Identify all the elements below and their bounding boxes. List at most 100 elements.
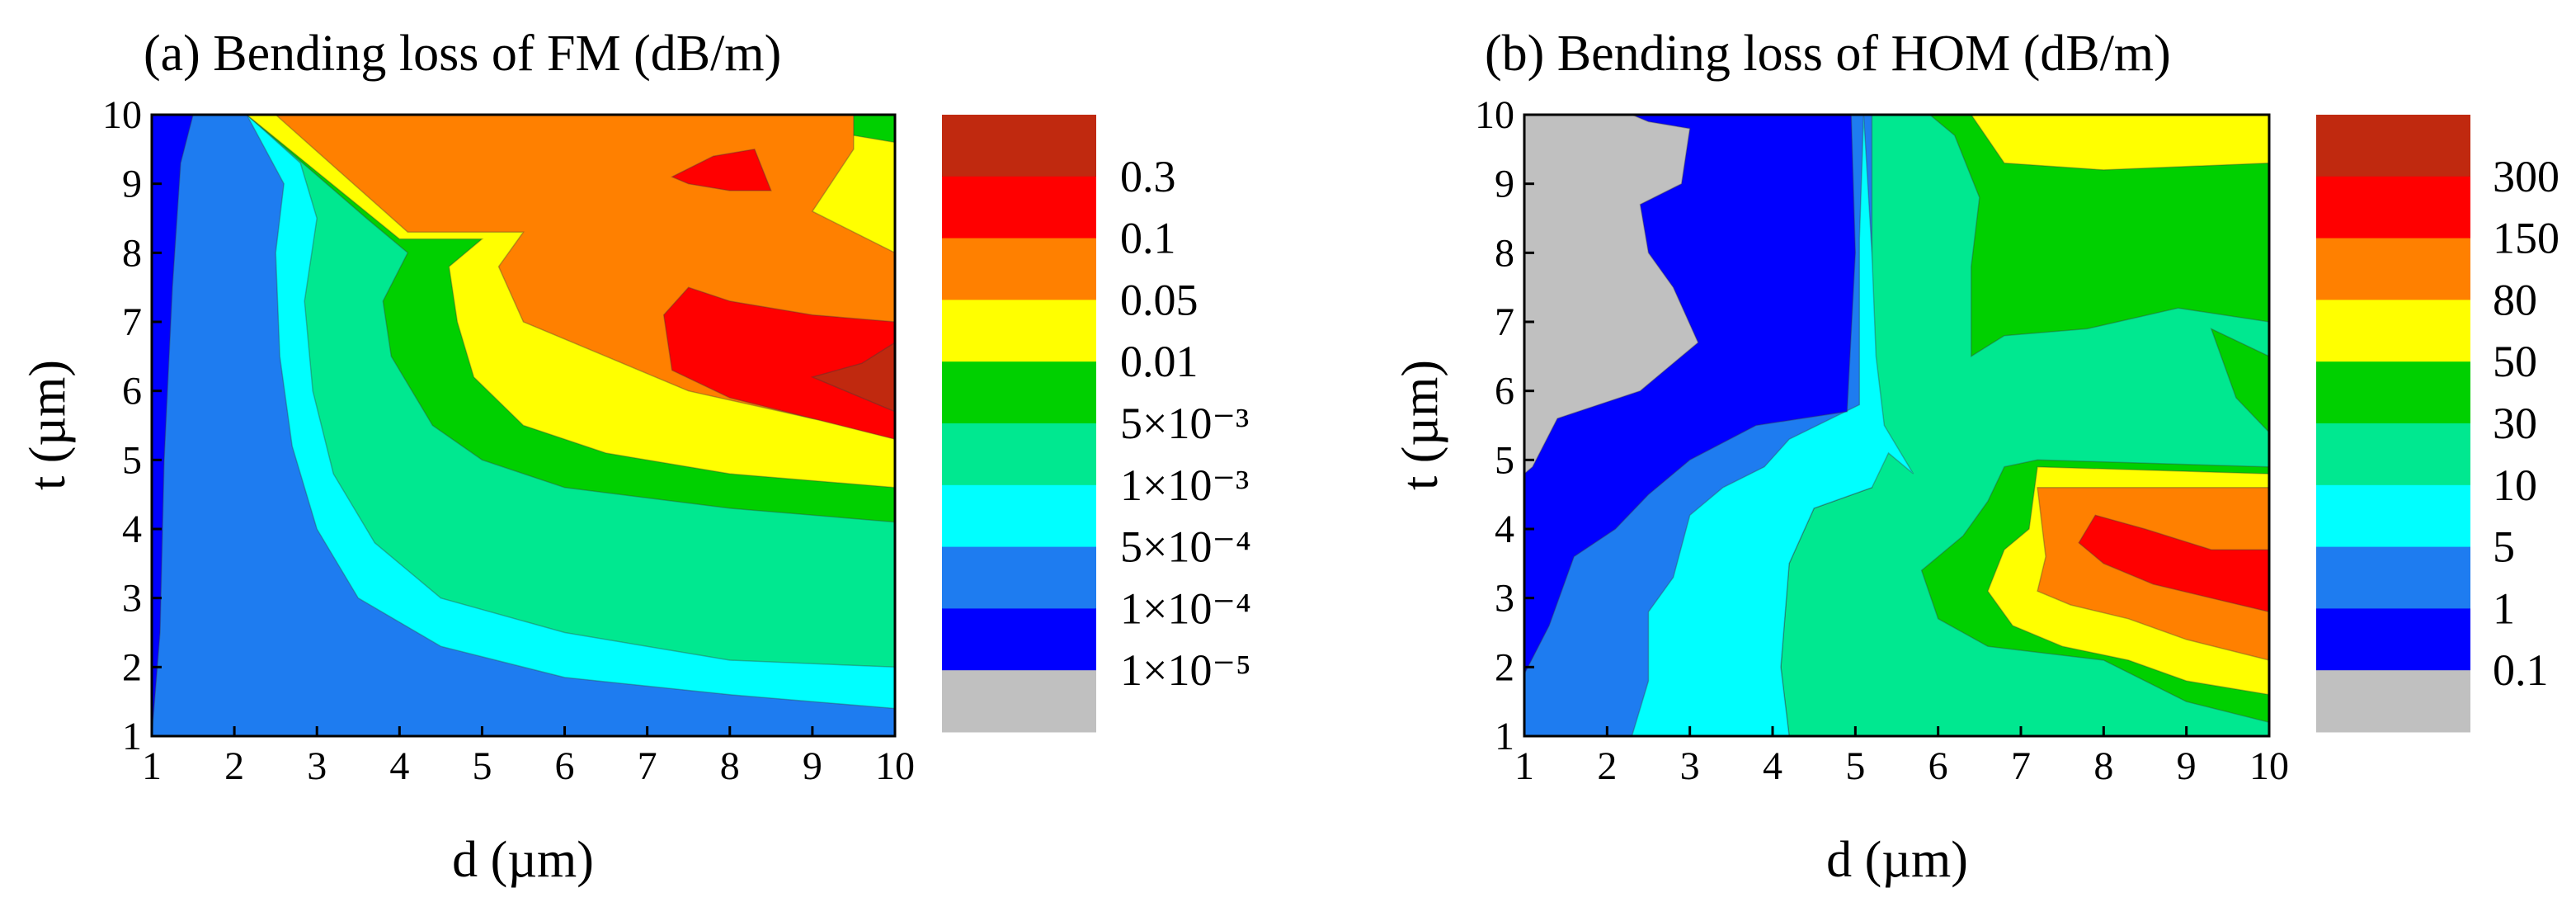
y-tick-label: 3: [122, 577, 142, 621]
colorbar-swatch: [942, 484, 1096, 548]
x-tick-label: 3: [307, 744, 327, 788]
x-tick-label: 8: [2093, 744, 2113, 788]
y-tick-label: 4: [122, 508, 142, 551]
colorbar-label: 10: [2493, 460, 2537, 510]
plot-frame-a: [150, 113, 897, 738]
x-tick-label: 8: [720, 744, 740, 788]
colorbar-swatch: [2316, 484, 2470, 548]
colorbar-a: 0.3 0.1 0.05 0.01 5×10⁻³ 1×10⁻³ 5×10⁻⁴ 1×10⁻⁴ 1×…: [942, 115, 1251, 733]
y-tick-label: 5: [1495, 438, 1514, 482]
colorbar-swatch: [2316, 300, 2470, 362]
colorbar-swatch: [2316, 115, 2470, 177]
x-tick-label: 9: [2177, 744, 2197, 788]
y-tick-label: 6: [122, 370, 142, 413]
plot-frame-b: [1523, 113, 2271, 738]
colorbar-swatch: [942, 238, 1096, 300]
colorbar-swatch: [942, 176, 1096, 239]
x-tick-label: 1: [1514, 744, 1534, 788]
x-ticks-a: 1 2 3 4 5 6 7 8 9 10: [142, 726, 915, 788]
contour-region: [662, 286, 896, 441]
colorbar-label: 50: [2493, 337, 2537, 386]
y-axis-label-a: t (µm): [20, 360, 76, 490]
colorbar-b: 300 150 80 50 30 10 5 1 0.1: [2316, 115, 2560, 733]
colorbar-swatch: [2316, 546, 2470, 609]
colorbar-label: 30: [2493, 399, 2537, 448]
x-tick-label: 4: [389, 744, 409, 788]
x-tick-label: 6: [555, 744, 575, 788]
x-tick-label: 2: [224, 744, 244, 788]
x-tick-label: 1: [142, 744, 162, 788]
x-tick-label: 5: [1845, 744, 1865, 788]
plot-area-a: [151, 114, 896, 737]
colorbar-label: 0.3: [1120, 152, 1176, 201]
colorbar-label: 0.1: [2493, 645, 2549, 695]
x-tick-label: 9: [803, 744, 822, 788]
y-tick-label: 1: [1495, 715, 1514, 758]
colorbar-label: 0.01: [1120, 337, 1199, 386]
plot-area-b: [1523, 114, 2270, 737]
y-tick-label: 2: [1495, 645, 1514, 689]
y-tick-label: 10: [102, 93, 142, 137]
colorbar-swatch: [2316, 423, 2470, 486]
colorbar-swatch: [942, 608, 1096, 671]
y-tick-label: 9: [1495, 163, 1514, 206]
y-tick-label: 9: [122, 163, 142, 206]
x-tick-label: 7: [638, 744, 657, 788]
colorbar-label: 300: [2493, 152, 2560, 201]
colorbar-label: 150: [2493, 214, 2560, 263]
colorbar-swatch: [2316, 176, 2470, 239]
y-tick-label: 7: [1495, 300, 1514, 344]
colorbar-label: 5×10⁻³: [1120, 399, 1249, 448]
contour-region: [670, 148, 772, 191]
colorbar-swatch: [2316, 238, 2470, 300]
x-tick-label: 3: [1680, 744, 1700, 788]
colorbar-label: 1×10⁻⁵: [1120, 645, 1251, 695]
x-tick-label: 10: [875, 744, 915, 788]
panel-a-title: (a) Bending loss of FM (dB/m): [144, 26, 781, 82]
x-tick-label: 7: [2011, 744, 2031, 788]
y-tick-label: 8: [122, 231, 142, 275]
contour-region: [1631, 114, 1914, 737]
colorbar-swatch: [942, 670, 1096, 733]
colorbar-swatch: [942, 361, 1096, 424]
colorbar-swatch: [942, 115, 1096, 177]
y-tick-label: 2: [122, 645, 142, 689]
y-tick-label: 6: [1495, 370, 1514, 413]
x-axis-label-a: d (µm): [452, 832, 594, 888]
y-ticks-a: 1 2 3 4 5 6 7 8 9 10: [102, 93, 162, 758]
y-tick-label: 7: [122, 300, 142, 344]
y-tick-label: 8: [1495, 231, 1514, 275]
x-ticks-b: 1 2 3 4 5 6 7 8 9 10: [1514, 726, 2289, 788]
colorbar-label: 0.1: [1120, 214, 1176, 263]
colorbar-label: 1×10⁻³: [1120, 460, 1249, 510]
x-tick-label: 5: [472, 744, 492, 788]
colorbar-label: 5: [2493, 522, 2515, 572]
colorbar-label: 1: [2493, 583, 2515, 633]
y-tick-label: 4: [1495, 508, 1514, 551]
x-tick-label: 10: [2249, 744, 2289, 788]
colorbar-swatch: [942, 546, 1096, 609]
x-tick-label: 6: [1928, 744, 1948, 788]
colorbar-label: 0.05: [1120, 275, 1199, 324]
x-tick-label: 4: [1763, 744, 1782, 788]
colorbar-label: 80: [2493, 275, 2537, 324]
y-tick-label: 5: [122, 438, 142, 482]
colorbar-swatch: [942, 300, 1096, 362]
colorbar-label: 1×10⁻⁴: [1120, 583, 1251, 633]
contour-region: [1523, 114, 1699, 475]
colorbar-label: 5×10⁻⁴: [1120, 522, 1251, 572]
contour-region: [2078, 514, 2270, 613]
y-tick-label: 1: [122, 715, 142, 758]
y-ticks-b: 1 2 3 4 5 6 7 8 9 10: [1475, 93, 1534, 758]
x-axis-label-b: d (µm): [1826, 832, 1968, 888]
colorbar-swatch: [942, 423, 1096, 486]
x-tick-label: 2: [1597, 744, 1617, 788]
panel-b-title: (b) Bending loss of HOM (dB/m): [1485, 26, 2171, 82]
colorbar-swatch: [2316, 361, 2470, 424]
colorbar-swatch: [2316, 670, 2470, 733]
y-tick-label: 10: [1475, 93, 1514, 137]
y-axis-label-b: t (µm): [1392, 360, 1448, 490]
contour-region: [1970, 114, 2270, 171]
